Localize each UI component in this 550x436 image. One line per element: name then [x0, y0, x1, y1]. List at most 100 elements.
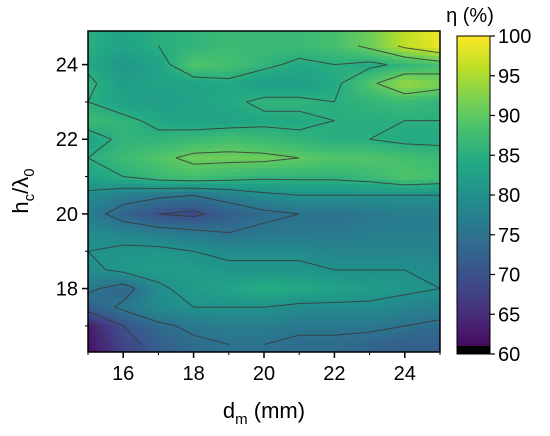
contour-cell — [232, 319, 237, 325]
contour-cell — [172, 123, 177, 128]
contour-cell — [144, 123, 149, 128]
contour-cell — [116, 279, 121, 285]
contour-cell — [160, 231, 165, 237]
contour-cell — [212, 231, 217, 237]
contour-cell — [208, 263, 213, 269]
contour-cell — [152, 335, 157, 341]
contour-cell — [232, 143, 237, 148]
contour-cell — [344, 279, 349, 285]
contour-cell — [216, 163, 221, 169]
contour-cell — [428, 147, 433, 152]
contour-cell — [168, 203, 173, 209]
contour-cell — [128, 283, 133, 289]
contour-cell — [304, 315, 309, 321]
contour-cell — [420, 203, 425, 209]
contour-cell — [280, 307, 285, 313]
contour-cell — [168, 231, 173, 237]
contour-cell — [320, 319, 325, 325]
contour-cell — [340, 239, 345, 245]
contour-cell — [92, 307, 97, 313]
contour-cell — [164, 347, 169, 352]
contour-cell — [240, 123, 245, 128]
contour-cell — [196, 191, 201, 197]
contour-cell — [296, 299, 301, 305]
contour-cell — [304, 135, 309, 140]
contour-cell — [304, 167, 309, 173]
contour-cell — [128, 299, 133, 305]
contour-cell — [192, 187, 197, 193]
contour-cell — [412, 327, 417, 333]
contour-cell — [248, 319, 253, 325]
contour-cell — [348, 231, 353, 237]
contour-cell — [188, 155, 193, 160]
contour-cell — [144, 279, 149, 285]
contour-cell — [312, 263, 317, 269]
contour-cell — [396, 151, 401, 156]
contour-cell — [364, 287, 369, 293]
contour-cell — [140, 131, 145, 136]
contour-cell — [392, 151, 397, 156]
contour-cell — [268, 175, 273, 181]
contour-cell — [376, 291, 381, 297]
contour-cell — [328, 199, 333, 205]
contour-cell — [396, 315, 401, 321]
contour-cell — [244, 167, 249, 173]
contour-cell — [412, 259, 417, 265]
contour-cell — [264, 243, 269, 249]
contour-cell — [196, 143, 201, 148]
contour-cell — [432, 243, 437, 249]
contour-cell — [140, 159, 145, 165]
contour-cell — [388, 155, 393, 160]
contour-cell — [408, 275, 413, 281]
contour-cell — [368, 163, 373, 169]
contour-cell — [96, 319, 101, 325]
contour-cell — [268, 283, 273, 289]
contour-cell — [100, 255, 105, 261]
contour-cell — [360, 287, 365, 293]
contour-cell — [316, 191, 321, 197]
contour-cell — [348, 151, 353, 156]
contour-cell — [416, 139, 421, 144]
contour-cell — [108, 299, 113, 305]
contour-cell — [332, 335, 337, 341]
contour-cell — [328, 231, 333, 237]
contour-cell — [100, 195, 105, 201]
contour-cell — [200, 131, 205, 136]
contour-cell — [376, 275, 381, 281]
contour-cell — [276, 151, 281, 156]
contour-cell — [232, 207, 237, 213]
contour-cell — [108, 327, 113, 333]
contour-cell — [424, 155, 429, 160]
contour-cell — [164, 323, 169, 329]
contour-cell — [196, 339, 201, 345]
contour-cell — [312, 255, 317, 261]
contour-cell — [160, 207, 165, 213]
contour-cell — [116, 263, 121, 269]
contour-cell — [172, 307, 177, 313]
contour-cell — [424, 323, 429, 329]
contour-cell — [384, 143, 389, 148]
contour-cell — [296, 183, 301, 189]
contour-cell — [380, 211, 385, 217]
contour-cell — [244, 319, 249, 325]
contour-cell — [116, 167, 121, 173]
contour-cell — [328, 279, 333, 285]
contour-cell — [188, 219, 193, 225]
contour-cell — [200, 183, 205, 189]
contour-cell — [136, 127, 141, 132]
contour-cell — [264, 275, 269, 281]
contour-cell — [420, 195, 425, 201]
contour-cell — [408, 167, 413, 173]
contour-cell — [264, 299, 269, 305]
contour-cell — [436, 319, 440, 325]
contour-cell — [220, 163, 225, 169]
contour-cell — [148, 267, 153, 273]
contour-cell — [116, 163, 121, 169]
contour-cell — [208, 215, 213, 221]
contour-cell — [256, 267, 261, 273]
contour-cell — [340, 127, 345, 132]
contour-cell — [276, 343, 281, 349]
contour-cell — [128, 147, 133, 152]
contour-cell — [388, 259, 393, 265]
contour-cell — [420, 271, 425, 277]
